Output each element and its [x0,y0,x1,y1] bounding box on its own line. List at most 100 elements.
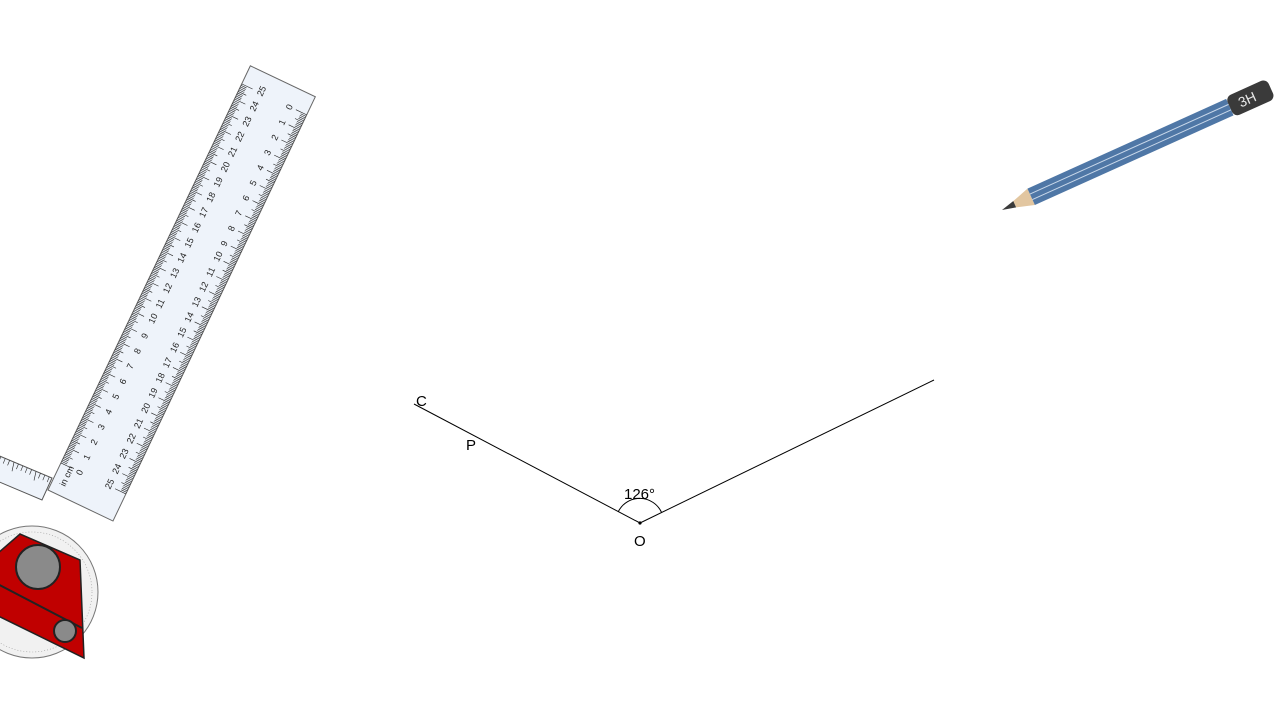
ruler-tick [166,241,173,245]
ruler-tick [138,298,145,303]
ruler-tick [205,312,212,316]
ruler-tick [211,145,218,149]
angle-construction: C P 126° O [413,379,935,550]
ruler-tick [253,212,260,216]
ruler-tick [147,433,154,437]
ruler-tick [87,406,94,410]
ruler-tick [159,256,165,260]
ruler-tick [68,447,80,454]
ruler-tick [214,141,220,145]
pivot-knob[interactable] [15,544,61,590]
ruler-compass-tool[interactable]: 0123456789101112131415161718192021222324… [0,65,316,660]
ruler-tick [211,300,218,304]
ruler-tick [158,410,165,414]
ruler-tick [237,245,244,249]
ruler-tick [280,155,286,160]
ruler-tick [180,212,189,217]
ruler-tick [172,229,178,233]
ruler-number: 10 [211,250,224,263]
ruler-tick [200,315,210,320]
ruler-number: 22 [233,130,246,143]
ruler-number: 23 [117,447,130,460]
ruler-tick [146,282,153,286]
ruler-tick [121,488,128,492]
ruler-tick [122,332,129,336]
ruler-tick [215,292,221,296]
ruler-tick [215,290,222,295]
ruler-tick [155,416,162,420]
ruler-number: 7 [233,209,244,218]
pencil-tool[interactable]: 3H [997,79,1275,220]
ruler-tick [72,438,79,442]
ruler-tick [295,109,307,116]
ray-oc [413,403,641,524]
ruler-tick [124,481,131,486]
ruler-tick [212,144,224,150]
ruler-tick [224,119,230,124]
ruler-tick [197,328,204,332]
ruler-tick [132,465,139,469]
ruler-tick [127,323,133,327]
ruler-tick [112,354,118,359]
ruler-number: 15 [175,326,188,339]
ruler-tick [241,237,247,241]
ruler-tick [189,345,196,349]
ruler-tick [161,251,167,256]
ruler-tick [42,475,46,481]
ruler-tick [133,463,140,467]
ruler-number: 0 [74,468,85,477]
ruler-tick [226,115,233,119]
ruler-tick [180,365,187,369]
ruler-tick [81,420,87,424]
ruler-tick [173,378,180,382]
ruler-tick [96,388,102,392]
ruler-tick [227,113,239,120]
ruler-tick [68,445,75,450]
ruler-tick [153,268,160,272]
ruler-tick [259,199,265,204]
ruler-tick [105,368,112,372]
ruler-tick [169,233,176,237]
ruler-tick [115,348,124,354]
ruler-tick [136,304,142,309]
ruler-tick [180,210,187,215]
ruler-tick [190,189,203,196]
ruler-tick [201,168,207,172]
ruler-tick [139,451,145,455]
ruler-tick [249,221,255,225]
ruler-tick [101,377,107,381]
ruler-tick [60,462,72,469]
ruler-tick [223,261,235,267]
ruler-tick [241,83,253,90]
ruler-tick [235,97,241,101]
ruler-tick [217,135,223,139]
ruler-tick [202,319,208,323]
ruler-tick [217,133,224,137]
ruler-tick [122,333,131,339]
ruler-number: 15 [183,236,196,249]
ruler-tick [266,170,278,176]
ruler-tick [188,194,195,198]
ruler-tick [88,405,94,409]
ruler-tick [217,287,223,292]
ruler-tick [151,412,163,419]
ruler-tick [203,162,210,166]
ruler-tick [216,276,228,282]
ruler-tick [284,146,291,150]
ruler-tick [108,362,115,366]
ruler-tick [232,101,239,105]
ruler-tick [245,215,257,222]
ruler-tick [128,320,135,324]
ruler-number: 23 [240,115,253,128]
ruler-tick [193,337,200,342]
ruler-tick [200,169,207,174]
ruler-tick [133,311,145,317]
lock-knob[interactable] [53,619,77,643]
ruler-tick [228,110,235,114]
ruler-tick [140,448,147,452]
ruler-tick [167,239,173,243]
ruler-tick [187,336,199,343]
ruler-tick [222,124,228,128]
secondary-ruler [0,455,53,501]
